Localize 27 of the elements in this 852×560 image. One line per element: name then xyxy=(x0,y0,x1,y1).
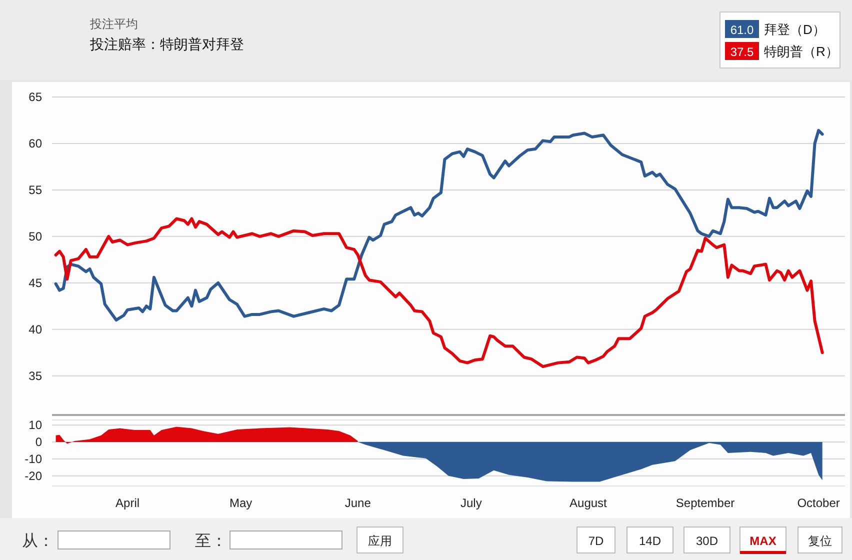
y-tick-label: 35 xyxy=(28,368,42,383)
chart-title: 投注赔率：特朗普对拜登 xyxy=(89,36,244,52)
x-tick-label: October xyxy=(797,496,840,510)
y-tick-label: 65 xyxy=(28,90,42,104)
legend-label: 特朗普（R） xyxy=(764,44,838,59)
y-tick-label: -10 xyxy=(24,452,42,466)
y-tick-label: 50 xyxy=(28,229,42,244)
y-tick-label: 60 xyxy=(28,136,42,150)
x-tick-label: September xyxy=(676,496,735,510)
y-tick-label: 45 xyxy=(28,276,42,290)
y-tick-label: 40 xyxy=(28,322,42,336)
controls: 从： 至： 应用 7D 14D 30D MAX 复位 xyxy=(22,526,842,554)
x-tick-label: June xyxy=(344,496,372,510)
line-series xyxy=(54,128,824,322)
x-tick-label: August xyxy=(570,496,608,510)
y-tick-label: 0 xyxy=(35,435,42,449)
text: 37.5 xyxy=(730,45,754,59)
x-tick-label: May xyxy=(229,496,252,510)
y-tick-label: 55 xyxy=(28,182,42,197)
legend-label: 拜登（D） xyxy=(764,22,826,37)
line-series xyxy=(54,217,824,368)
y-tick-label: 10 xyxy=(28,418,42,432)
chart-subtitle: 投注平均 xyxy=(89,17,138,31)
text: 61.0 xyxy=(730,23,754,37)
x-tick-label: July xyxy=(460,496,482,510)
x-tick-label: April xyxy=(116,496,140,510)
y-tick-label: -20 xyxy=(24,468,42,483)
